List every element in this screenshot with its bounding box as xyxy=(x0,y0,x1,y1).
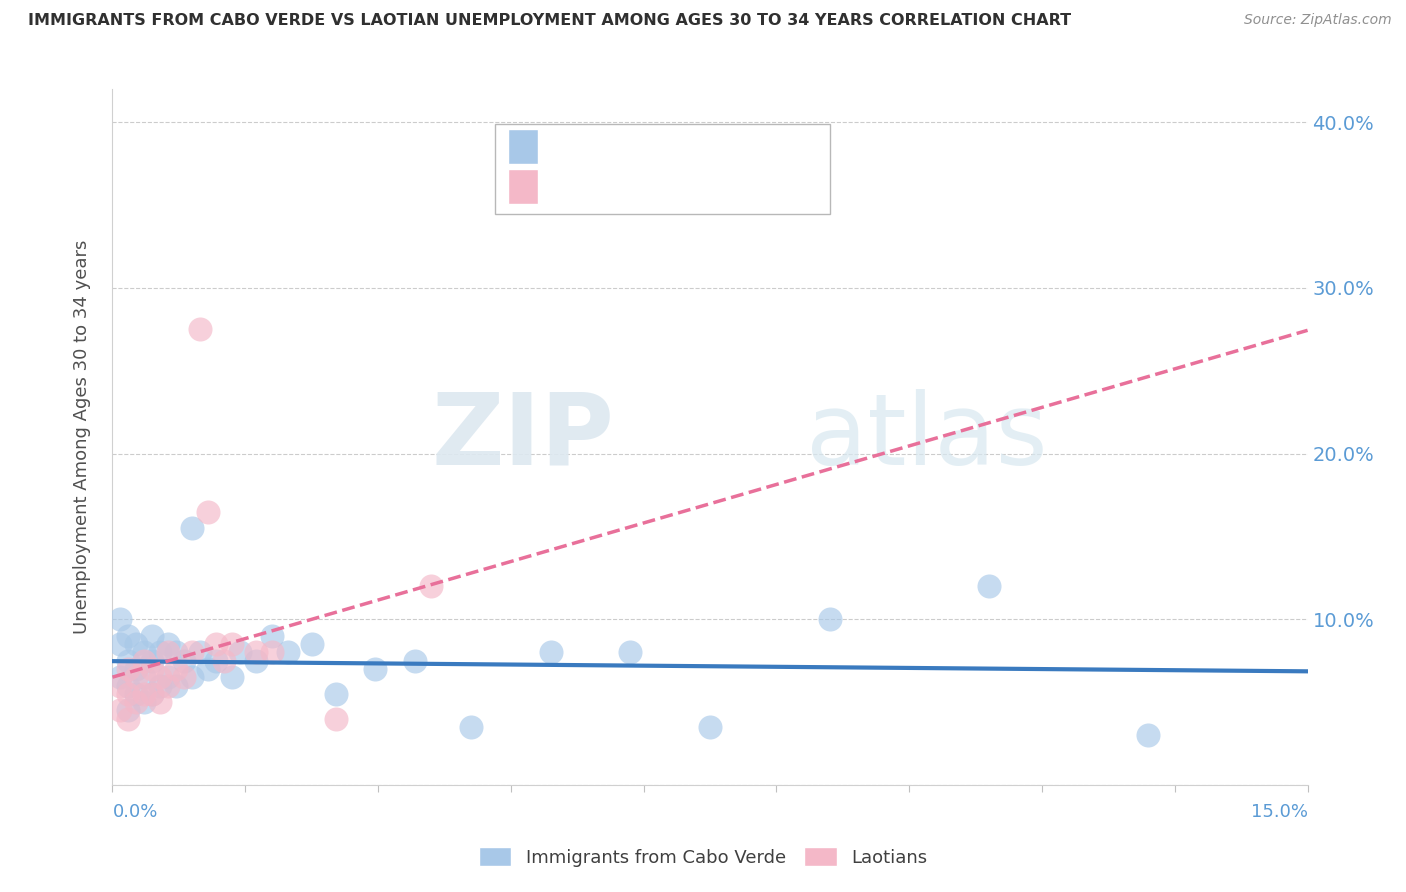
Text: IMMIGRANTS FROM CABO VERDE VS LAOTIAN UNEMPLOYMENT AMONG AGES 30 TO 34 YEARS COR: IMMIGRANTS FROM CABO VERDE VS LAOTIAN UN… xyxy=(28,13,1071,29)
Point xyxy=(117,654,139,668)
Point xyxy=(173,670,195,684)
Text: ZIP: ZIP xyxy=(432,389,614,485)
Point xyxy=(110,703,132,717)
Text: 15.0%: 15.0% xyxy=(1250,803,1308,821)
Legend: Immigrants from Cabo Verde, Laotians: Immigrants from Cabo Verde, Laotians xyxy=(471,840,935,874)
Point xyxy=(364,662,387,676)
Point xyxy=(110,637,132,651)
Point xyxy=(134,645,156,659)
Point xyxy=(277,645,299,659)
Point xyxy=(818,612,841,626)
Point xyxy=(157,670,180,684)
Point xyxy=(260,645,283,659)
Point xyxy=(619,645,641,659)
Point xyxy=(149,695,172,709)
Point xyxy=(205,654,228,668)
Point xyxy=(181,521,204,535)
Point xyxy=(221,637,243,651)
Point xyxy=(460,720,482,734)
Text: atlas: atlas xyxy=(806,389,1047,485)
Point xyxy=(245,654,267,668)
Point xyxy=(117,662,139,676)
Point xyxy=(540,645,562,659)
Point xyxy=(141,654,163,668)
Y-axis label: Unemployment Among Ages 30 to 34 years: Unemployment Among Ages 30 to 34 years xyxy=(73,240,91,634)
Point xyxy=(165,679,187,693)
Point xyxy=(117,679,139,693)
Point xyxy=(141,629,163,643)
Point xyxy=(141,687,163,701)
Point xyxy=(260,629,283,643)
Point xyxy=(221,670,243,684)
Point xyxy=(141,687,163,701)
Point xyxy=(1137,728,1160,742)
Point xyxy=(197,505,219,519)
Point xyxy=(149,670,172,684)
Point xyxy=(301,637,323,651)
Point xyxy=(325,712,347,726)
Point xyxy=(125,695,148,709)
Point xyxy=(188,322,211,336)
Point xyxy=(117,712,139,726)
Point xyxy=(117,687,139,701)
Point xyxy=(141,662,163,676)
Point xyxy=(125,637,148,651)
Point xyxy=(205,637,228,651)
Point xyxy=(157,637,180,651)
Point xyxy=(117,703,139,717)
Point xyxy=(229,645,252,659)
Point xyxy=(149,679,172,693)
Point xyxy=(165,645,187,659)
Point xyxy=(173,654,195,668)
Point xyxy=(134,670,156,684)
Point xyxy=(325,687,347,701)
Point xyxy=(149,645,172,659)
Point xyxy=(110,670,132,684)
Point xyxy=(134,654,156,668)
Point xyxy=(420,579,443,593)
Point xyxy=(125,670,148,684)
Point xyxy=(245,645,267,659)
Point xyxy=(134,695,156,709)
Point xyxy=(181,670,204,684)
Point xyxy=(110,679,132,693)
Point xyxy=(110,612,132,626)
Point xyxy=(125,687,148,701)
Point xyxy=(125,662,148,676)
Point xyxy=(212,654,235,668)
Point xyxy=(157,645,180,659)
Point xyxy=(181,645,204,659)
Point xyxy=(188,645,211,659)
Point xyxy=(977,579,1000,593)
Point xyxy=(404,654,426,668)
Point xyxy=(197,662,219,676)
Point xyxy=(117,629,139,643)
Point xyxy=(165,662,187,676)
Point xyxy=(699,720,721,734)
Text: Source: ZipAtlas.com: Source: ZipAtlas.com xyxy=(1244,13,1392,28)
Text: 0.0%: 0.0% xyxy=(112,803,157,821)
Point xyxy=(157,679,180,693)
Point xyxy=(134,687,156,701)
